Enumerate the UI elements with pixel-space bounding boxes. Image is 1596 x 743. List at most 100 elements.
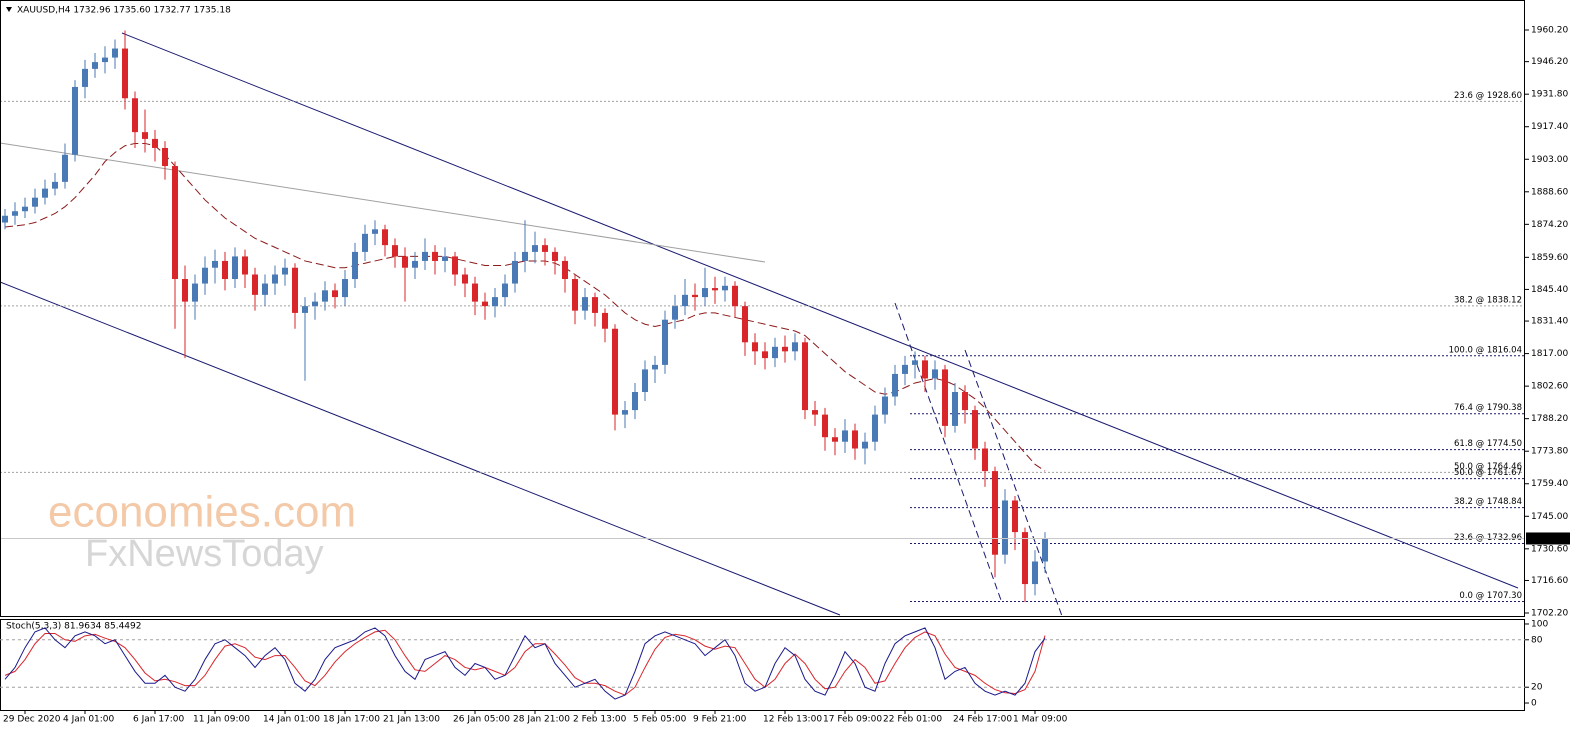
level-label: 61.8 @ 1774.50 <box>1454 439 1522 449</box>
stoch-panel <box>0 619 1525 711</box>
candle-body <box>982 448 988 472</box>
candle-body <box>782 346 788 352</box>
candle-body <box>352 251 358 280</box>
y-tick-label: 1888.60 <box>1531 187 1568 197</box>
candle-body <box>622 410 628 415</box>
candle-body <box>2 215 8 223</box>
y-tick-label: 1702.20 <box>1531 609 1568 619</box>
candle-body <box>772 346 778 359</box>
candle-body <box>892 373 898 397</box>
stoch-signal <box>4 629 1046 696</box>
candle-body <box>732 285 738 307</box>
x-tick-label: 18 Jan 17:00 <box>323 715 380 725</box>
x-tick-label: 26 Jan 05:00 <box>453 715 510 725</box>
candle-body <box>92 62 98 69</box>
y-tick-label: 1903.00 <box>1531 155 1568 165</box>
candle-body <box>582 297 588 311</box>
candle-body <box>572 279 578 311</box>
stoch-main <box>4 627 1046 700</box>
candle-body <box>1032 561 1038 585</box>
candle-body <box>242 256 248 275</box>
candle-body <box>1042 538 1048 562</box>
x-tick-label: 11 Jan 09:00 <box>193 715 250 725</box>
candle-body <box>212 260 218 268</box>
stoch-y-tick-label: 80 <box>1531 635 1543 645</box>
candle-body <box>882 396 888 415</box>
y-tick-label: 1817.00 <box>1531 349 1568 359</box>
level-label: 50.0 @ 1761.67 <box>1454 468 1522 478</box>
candle-body <box>532 245 538 252</box>
candle-body <box>912 360 918 365</box>
candle-body <box>172 166 178 280</box>
candle-body <box>802 342 808 411</box>
candle-body <box>402 256 408 268</box>
candle-body <box>102 57 108 63</box>
candle-body <box>722 285 728 291</box>
candle-body <box>202 267 208 284</box>
candle-body <box>152 138 158 148</box>
candle-body <box>1012 500 1018 533</box>
y-tick-label: 1802.60 <box>1531 382 1568 392</box>
y-tick-label: 1859.60 <box>1531 253 1568 263</box>
x-tick-label: 9 Feb 21:00 <box>693 715 747 725</box>
candle-body <box>452 256 458 275</box>
candle-body <box>962 392 968 411</box>
candle-body <box>942 369 948 426</box>
candle-body <box>1002 500 1008 555</box>
channel-line <box>964 349 1063 617</box>
candle-body <box>42 188 48 198</box>
x-tick-label: 21 Jan 13:00 <box>383 715 440 725</box>
candle-body <box>462 274 468 284</box>
chart-title: XAUUSD,H4 1732.96 1735.60 1732.77 1735.1… <box>17 6 231 16</box>
stoch-title: Stoch(5,3,3) 81.9634 85.4492 <box>6 622 141 632</box>
candle-body <box>702 288 708 298</box>
candle-body <box>992 471 998 555</box>
candle-body <box>562 260 568 280</box>
current-price-label: 1735.18 <box>1529 534 1566 544</box>
stoch-y-tick-label: 0 <box>1531 699 1537 709</box>
x-tick-label: 22 Feb 01:00 <box>883 715 942 725</box>
moving-average <box>4 142 1046 472</box>
stoch-y-tick-label: 100 <box>1531 619 1548 629</box>
candle-body <box>492 297 498 307</box>
candle-body <box>842 430 848 442</box>
x-tick-label: 17 Feb 09:00 <box>823 715 882 725</box>
candle-body <box>412 260 418 268</box>
candle-body <box>32 197 38 207</box>
candle-body <box>902 364 908 374</box>
candle-body <box>262 283 268 295</box>
candle-body <box>292 267 298 313</box>
y-tick-label: 1759.40 <box>1531 479 1568 489</box>
y-tick-label: 1874.20 <box>1531 220 1568 230</box>
x-tick-label: 24 Feb 17:00 <box>953 715 1012 725</box>
candle-body <box>682 294 688 307</box>
current-price-box <box>1526 532 1570 545</box>
candle-body <box>602 312 608 329</box>
candle-body <box>652 364 658 370</box>
candle-body <box>62 154 68 182</box>
candle-body <box>362 233 368 252</box>
watermark: FxNewsToday <box>85 533 324 575</box>
candle-body <box>612 328 618 415</box>
candle-body <box>592 297 598 313</box>
candle-body <box>302 306 308 313</box>
candle-body <box>822 414 828 438</box>
menu-arrow[interactable] <box>6 7 12 12</box>
candle-body <box>162 147 168 167</box>
candle-body <box>382 229 388 246</box>
candle-body <box>312 301 318 307</box>
candle-body <box>232 256 238 280</box>
y-tick-label: 1931.80 <box>1531 90 1568 100</box>
y-tick-label: 1730.60 <box>1531 544 1568 554</box>
stoch-y-tick-label: 20 <box>1531 683 1543 693</box>
y-tick-label: 1960.20 <box>1531 26 1568 36</box>
y-tick-label: 1917.40 <box>1531 122 1568 132</box>
candle-body <box>432 251 438 261</box>
candle-body <box>472 283 478 302</box>
level-label: 38.2 @ 1838.12 <box>1454 295 1522 305</box>
trendlines <box>0 32 1519 617</box>
candle-body <box>252 274 258 295</box>
candle-body <box>1022 532 1028 585</box>
candle-body <box>422 251 428 261</box>
